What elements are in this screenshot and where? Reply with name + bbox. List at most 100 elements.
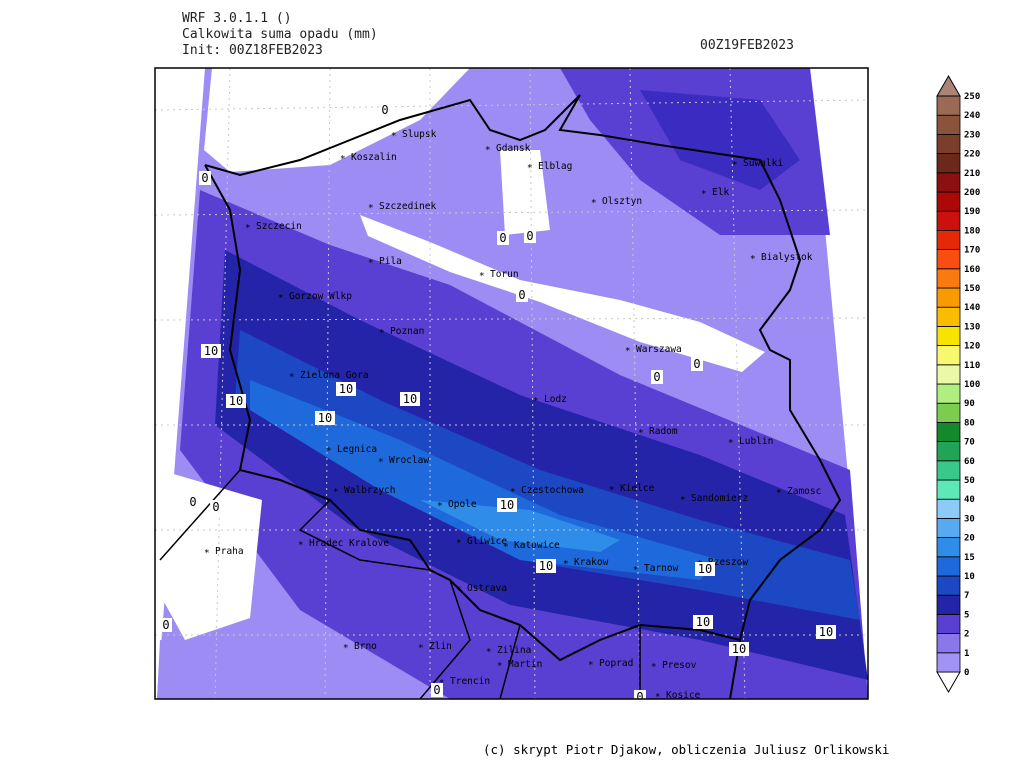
contour-label-box xyxy=(691,357,703,371)
city-marker: ∗ xyxy=(289,370,295,381)
city-name: Katowice xyxy=(514,540,560,551)
city-marker: ∗ xyxy=(728,436,734,447)
city-name: Zielona Gora xyxy=(300,370,369,381)
city-marker: ∗ xyxy=(326,444,332,455)
contour-labels: 0 0 0 0 0 0 0 0 0 0 0 0 10 10 10 10 10 10 10 10 10 10 10 xyxy=(160,103,836,704)
city-name: Krakow xyxy=(574,557,609,568)
contour-label: 10 xyxy=(539,559,553,573)
city-marker: ∗ xyxy=(732,158,738,169)
contour-label-box xyxy=(226,394,246,408)
colorbar-label: 170 xyxy=(964,246,980,256)
contour-label-box xyxy=(336,382,356,396)
colorbar-label: 5 xyxy=(964,610,969,620)
precip-1 xyxy=(157,640,300,699)
city-marker: ∗ xyxy=(368,201,374,212)
city-name: Gliwice xyxy=(467,536,507,547)
city-name: Elblag xyxy=(538,161,572,172)
city-marker: ∗ xyxy=(533,394,539,405)
colorbar-label: 60 xyxy=(964,457,975,467)
border xyxy=(204,94,842,699)
colorbar-cell xyxy=(936,633,961,654)
city-marker: ∗ xyxy=(418,641,424,652)
model-line: WRF 3.0.1.1 () xyxy=(182,11,292,26)
colorbar-label: 240 xyxy=(964,111,980,121)
colorbar-label: 10 xyxy=(964,572,975,582)
contour-label-box xyxy=(315,411,335,425)
contour-label: 0 xyxy=(636,690,643,704)
city-name: Zlin xyxy=(429,641,452,652)
map-frame xyxy=(154,67,869,700)
colorbar-label: 40 xyxy=(964,495,975,505)
city-name: Presov xyxy=(662,660,697,671)
colorbar-cell xyxy=(936,287,961,308)
contour-label-box xyxy=(695,562,715,576)
colorbar-label: 140 xyxy=(964,303,980,313)
city-marker: ∗ xyxy=(638,426,644,437)
city-marker: ∗ xyxy=(245,221,251,232)
contour-label-box xyxy=(693,615,713,629)
contour-label-box xyxy=(536,559,556,573)
contour-label-box xyxy=(497,498,517,512)
city-name: Zilina xyxy=(497,645,531,656)
colorbar-label: 230 xyxy=(964,130,980,140)
contour-label: 10 xyxy=(698,562,712,576)
colorbar-label: 20 xyxy=(964,534,975,544)
credit: (c) skrypt Piotr Djakow, obliczenia Juli… xyxy=(483,742,889,757)
city-name: Koszalin xyxy=(351,152,397,163)
contour-label-box xyxy=(210,500,222,514)
city-name: Elk xyxy=(712,187,729,198)
city-name: Brno xyxy=(354,641,377,652)
contour-label: 0 xyxy=(212,500,219,514)
contour-label: 10 xyxy=(403,392,417,406)
colorbar-label: 90 xyxy=(964,399,975,409)
colorbar-cell xyxy=(936,229,961,250)
colorbar-cell xyxy=(936,460,961,481)
colorbar-label: 80 xyxy=(964,418,975,428)
contour-label: 0 xyxy=(381,103,388,117)
city-name: Lodz xyxy=(544,394,567,405)
city-name: Torun xyxy=(490,269,519,280)
city-marker: ∗ xyxy=(625,344,631,355)
colorbar-cell xyxy=(936,249,961,270)
colorbar-label: 130 xyxy=(964,322,980,332)
city-name: Kosice xyxy=(666,690,701,701)
colorbar-cell xyxy=(936,114,961,135)
city-name: Rzeszow xyxy=(708,557,748,568)
city-marker: ∗ xyxy=(378,455,384,466)
contour-label: 10 xyxy=(204,344,218,358)
field-line: Calkowita suma opadu (mm) xyxy=(182,27,378,42)
city-name: Poprad xyxy=(599,658,633,669)
city-marker: ∗ xyxy=(633,563,639,574)
city-marker: ∗ xyxy=(456,536,462,547)
contour-label-box xyxy=(431,683,443,697)
city-marker: ∗ xyxy=(510,485,516,496)
precip-15 xyxy=(420,500,620,552)
colorbar-cell xyxy=(936,402,961,423)
city-name: Suwalki xyxy=(743,158,783,169)
colorbar-cell xyxy=(936,537,961,558)
border xyxy=(159,469,641,699)
contour-label: 10 xyxy=(696,615,710,629)
colorbar-label: 120 xyxy=(964,342,980,352)
city-marker: ∗ xyxy=(563,557,569,568)
contour-label-box xyxy=(651,370,663,384)
contour-label: 10 xyxy=(500,498,514,512)
colorbar-label: 190 xyxy=(964,207,980,217)
init-line: Init: 00Z18FEB2023 xyxy=(182,43,323,58)
colorbar-label: 110 xyxy=(964,361,980,371)
colorbar-label: 200 xyxy=(964,188,980,198)
city-marker: ∗ xyxy=(527,161,533,172)
contour-label-box xyxy=(816,625,836,639)
city-name: Bialystok xyxy=(761,252,813,263)
city-marker: ∗ xyxy=(588,658,594,669)
contour-label: 0 xyxy=(499,231,506,245)
contour-label: 0 xyxy=(162,618,169,632)
colorbar-cell xyxy=(936,498,961,519)
colorbar-cell xyxy=(936,421,961,442)
city-name: Warszawa xyxy=(636,344,682,355)
city-name: Gorzow Wlkp xyxy=(289,291,352,302)
contour-label: 0 xyxy=(189,495,196,509)
city-name: Walbrzych xyxy=(344,485,395,496)
colorbar-cell xyxy=(936,441,961,462)
